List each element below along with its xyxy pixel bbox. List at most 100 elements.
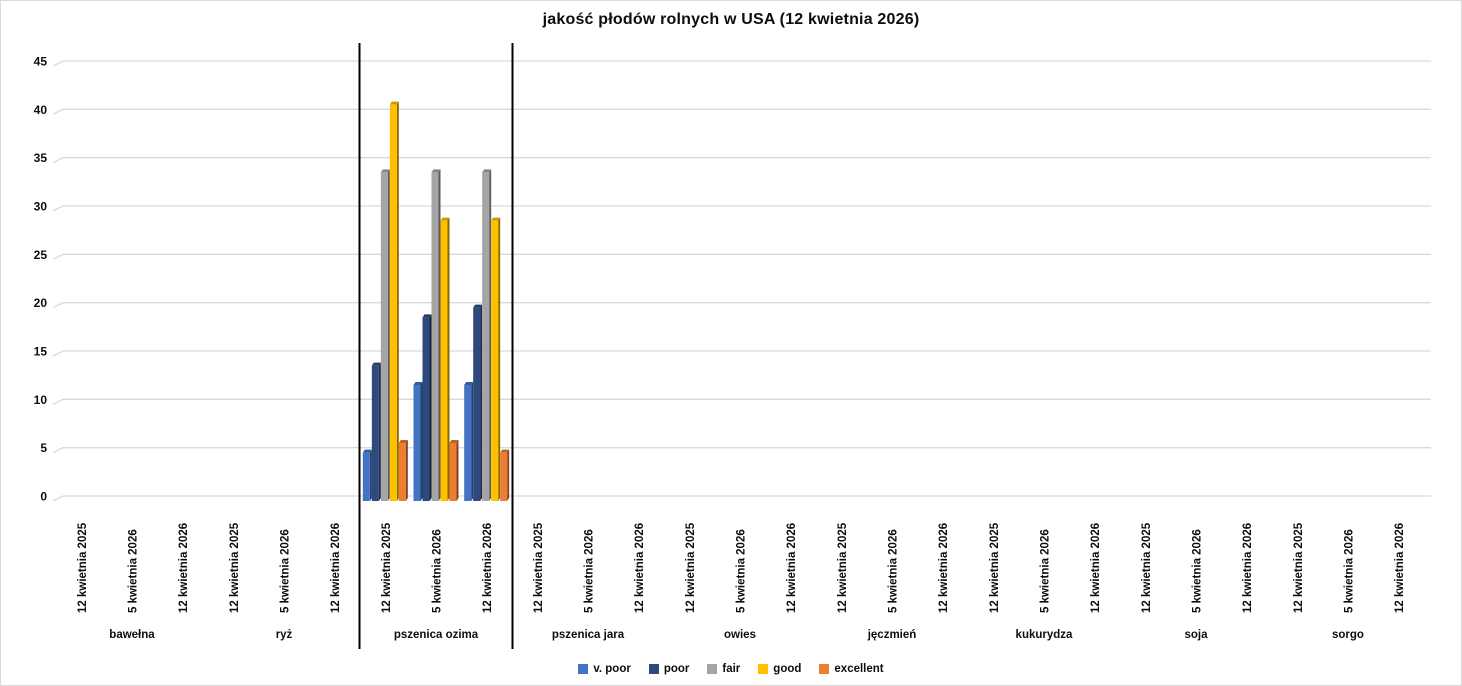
category-label: kukurydza [1016, 629, 1073, 641]
x-tick-label: 12 kwietnia 2026 [178, 523, 190, 613]
legend-label: v. poor [593, 663, 631, 675]
y-tick-label: 5 [40, 441, 47, 455]
bar-side-face [396, 101, 399, 502]
bar [482, 172, 490, 501]
y-tick-label: 45 [34, 54, 48, 68]
bar-top-face [500, 449, 510, 453]
y-tick-label: 15 [34, 344, 48, 358]
x-tick-label: 12 kwietnia 2026 [1090, 523, 1102, 613]
x-tick-label: 5 kwietnia 2026 [888, 529, 900, 613]
bar-top-face [389, 101, 399, 105]
bar-top-face [473, 304, 483, 308]
category-label: sorgo [1332, 629, 1364, 641]
bar-side-face [429, 314, 432, 501]
y-tick-label: 10 [34, 393, 48, 407]
bar-top-face [431, 169, 441, 173]
legend-item-good: good [758, 663, 801, 675]
gridline [52, 157, 1431, 164]
gridline [52, 398, 1431, 405]
bar [440, 220, 448, 501]
x-tick-label: 12 kwietnia 2025 [989, 522, 1001, 613]
x-tick-label: 5 kwietnia 2026 [1040, 529, 1052, 613]
gridline [52, 350, 1431, 357]
x-tick-label: 12 kwietnia 2026 [330, 523, 342, 613]
bar [398, 442, 406, 501]
gridline [52, 108, 1431, 115]
category-label: soja [1184, 629, 1208, 641]
x-tick-label: 12 kwietnia 2026 [1394, 523, 1406, 613]
x-tick-label: 5 kwietnia 2026 [584, 529, 596, 613]
legend-item-poor: poor [648, 663, 690, 675]
bar-side-face [438, 169, 441, 501]
bar-side-face [378, 362, 381, 501]
x-tick-label: 12 kwietnia 2025 [533, 522, 545, 613]
x-tick-label: 12 kwietnia 2026 [634, 523, 646, 613]
gridline [52, 495, 1431, 502]
category-label: bawełna [109, 629, 155, 641]
y-tick-label: 25 [34, 248, 48, 262]
bar-top-face [362, 449, 372, 453]
bar-side-face [369, 449, 372, 501]
x-tick-label: 12 kwietnia 2025 [837, 522, 849, 613]
bar-top-face [482, 169, 492, 173]
category-label: pszenica ozima [394, 629, 479, 641]
bar [362, 452, 370, 501]
legend-swatch [758, 664, 769, 674]
x-tick-label: 5 kwietnia 2026 [736, 529, 748, 613]
bar [413, 384, 421, 501]
x-tick-label: 5 kwietnia 2026 [280, 529, 292, 613]
x-tick-label: 12 kwietnia 2025 [229, 522, 241, 613]
bar [464, 384, 472, 501]
x-tick-label: 12 kwietnia 2025 [77, 522, 89, 613]
bar-side-face [471, 381, 474, 501]
bar-side-face [420, 381, 423, 501]
gridline [52, 205, 1431, 212]
x-tick-label: 12 kwietnia 2026 [1242, 523, 1254, 613]
y-tick-label: 20 [34, 296, 48, 310]
bar [431, 172, 439, 501]
bar [491, 220, 499, 501]
bar-top-face [464, 381, 474, 385]
category-label: ryż [276, 629, 293, 641]
x-tick-label: 12 kwietnia 2026 [938, 523, 950, 613]
bar-side-face [489, 169, 492, 501]
y-tick-label: 40 [34, 103, 48, 117]
x-tick-label: 12 kwietnia 2025 [1141, 522, 1153, 613]
bar-top-face [380, 169, 390, 173]
y-tick-label: 0 [40, 490, 47, 504]
legend-swatch [578, 664, 589, 674]
legend-label: poor [663, 663, 690, 675]
chart-legend: v. poor poor fair good excellent [1, 663, 1461, 675]
legend-item-fair: fair [707, 663, 740, 675]
legend-swatch [648, 664, 659, 674]
gridline [52, 60, 1431, 67]
bar [500, 452, 508, 501]
bar-side-face [405, 439, 408, 501]
x-tick-label: 5 kwietnia 2026 [1192, 529, 1204, 613]
bar [371, 365, 379, 501]
bar-top-face [371, 362, 381, 366]
legend-item-v-poor: v. poor [578, 663, 631, 675]
x-tick-label: 5 kwietnia 2026 [128, 529, 140, 613]
gridline [52, 302, 1431, 309]
category-label: owies [724, 629, 756, 641]
legend-label: fair [722, 663, 741, 675]
category-label: pszenica jara [552, 629, 625, 641]
bar-top-face [491, 217, 501, 221]
bar-top-face [449, 439, 459, 443]
chart-title: jakość płodów rolnych w USA (12 kwietnia… [542, 11, 920, 28]
legend-label: good [773, 663, 802, 675]
bar-side-face [498, 217, 501, 501]
bar-top-face [398, 439, 408, 443]
x-tick-label: 5 kwietnia 2026 [1344, 529, 1356, 613]
x-tick-label: 12 kwietnia 2026 [786, 523, 798, 613]
bar [380, 172, 388, 501]
bar [473, 307, 481, 501]
bar-side-face [387, 169, 390, 501]
bar-top-face [413, 381, 423, 385]
x-tick-label: 12 kwietnia 2025 [685, 522, 697, 613]
category-label: jęczmień [867, 629, 917, 641]
legend-label: excellent [834, 663, 884, 675]
